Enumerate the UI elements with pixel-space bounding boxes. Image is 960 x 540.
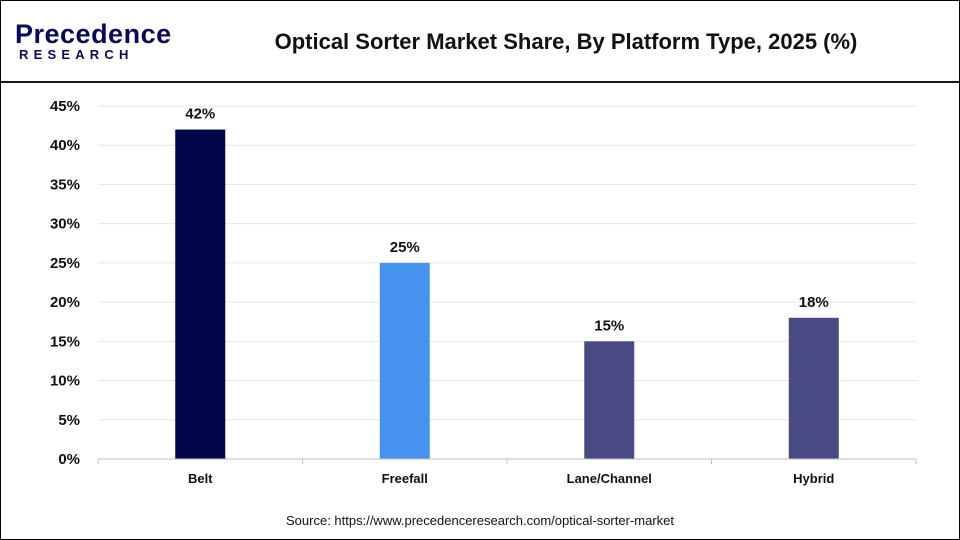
bar — [788, 317, 839, 459]
data-labels: 42% 25% 15% 18% — [185, 106, 829, 335]
y-tick-label: 35% — [50, 176, 80, 193]
logo-subtitle: RESEARCH — [19, 47, 134, 62]
x-axis — [97, 458, 917, 464]
bars — [175, 129, 839, 459]
x-tick-label: Freefall — [382, 471, 428, 486]
y-tick-label: 45% — [50, 98, 80, 115]
y-tick-label: 25% — [50, 255, 80, 272]
chart-title: Optical Sorter Market Share, By Platform… — [274, 29, 858, 54]
x-axis-labels: Belt Freefall Lane/Channel Hybrid — [188, 471, 834, 486]
x-tick-label: Lane/Channel — [567, 471, 652, 486]
header: Precedence RESEARCH Optical Sorter Marke… — [1, 1, 959, 83]
source-note: Source: https://www.precedenceresearch.c… — [286, 513, 674, 528]
x-tick-label: Hybrid — [793, 471, 834, 486]
y-tick-label: 20% — [50, 294, 80, 311]
y-tick-label: 15% — [50, 333, 80, 350]
y-tick-label: 0% — [58, 451, 80, 468]
y-tick-label: 40% — [50, 137, 80, 154]
y-tick-label: 5% — [58, 412, 80, 429]
data-label: 15% — [594, 317, 624, 334]
x-tick-label: Belt — [188, 471, 213, 486]
gridlines — [98, 105, 916, 421]
y-tick-label: 30% — [50, 216, 80, 233]
brand-logo: Precedence RESEARCH — [15, 19, 171, 65]
bar — [584, 341, 635, 459]
bar — [379, 262, 430, 459]
data-label: 25% — [390, 239, 420, 256]
y-axis-ticks: 0% 5% 10% 15% 20% 25% 30% 35% 40% 45% — [50, 98, 80, 468]
data-label: 18% — [799, 294, 829, 311]
bar-chart: 0% 5% 10% 15% 20% 25% 30% 35% 40% 45% 42% 25% 15% 18… — [50, 98, 917, 486]
y-tick-label: 10% — [50, 373, 80, 390]
data-label: 42% — [185, 106, 215, 123]
bar — [175, 129, 226, 459]
logo-wordmark: Precedence — [15, 19, 172, 49]
